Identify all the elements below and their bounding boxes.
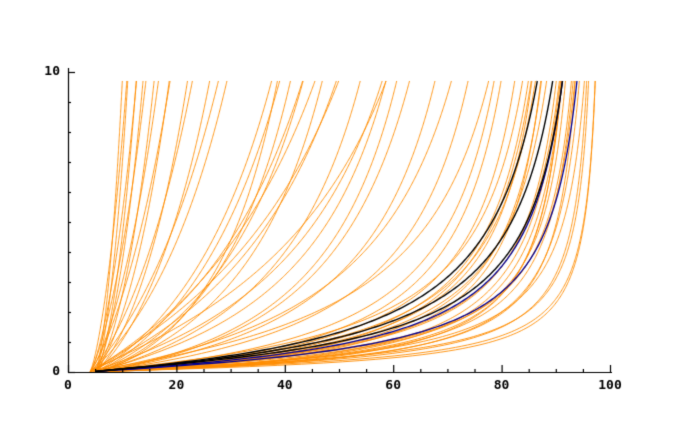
gdt-plot-figure: T0977-D1 Distance Cutoff, A Percent of R… (0, 0, 680, 440)
gdt-curves-canvas (0, 0, 680, 440)
